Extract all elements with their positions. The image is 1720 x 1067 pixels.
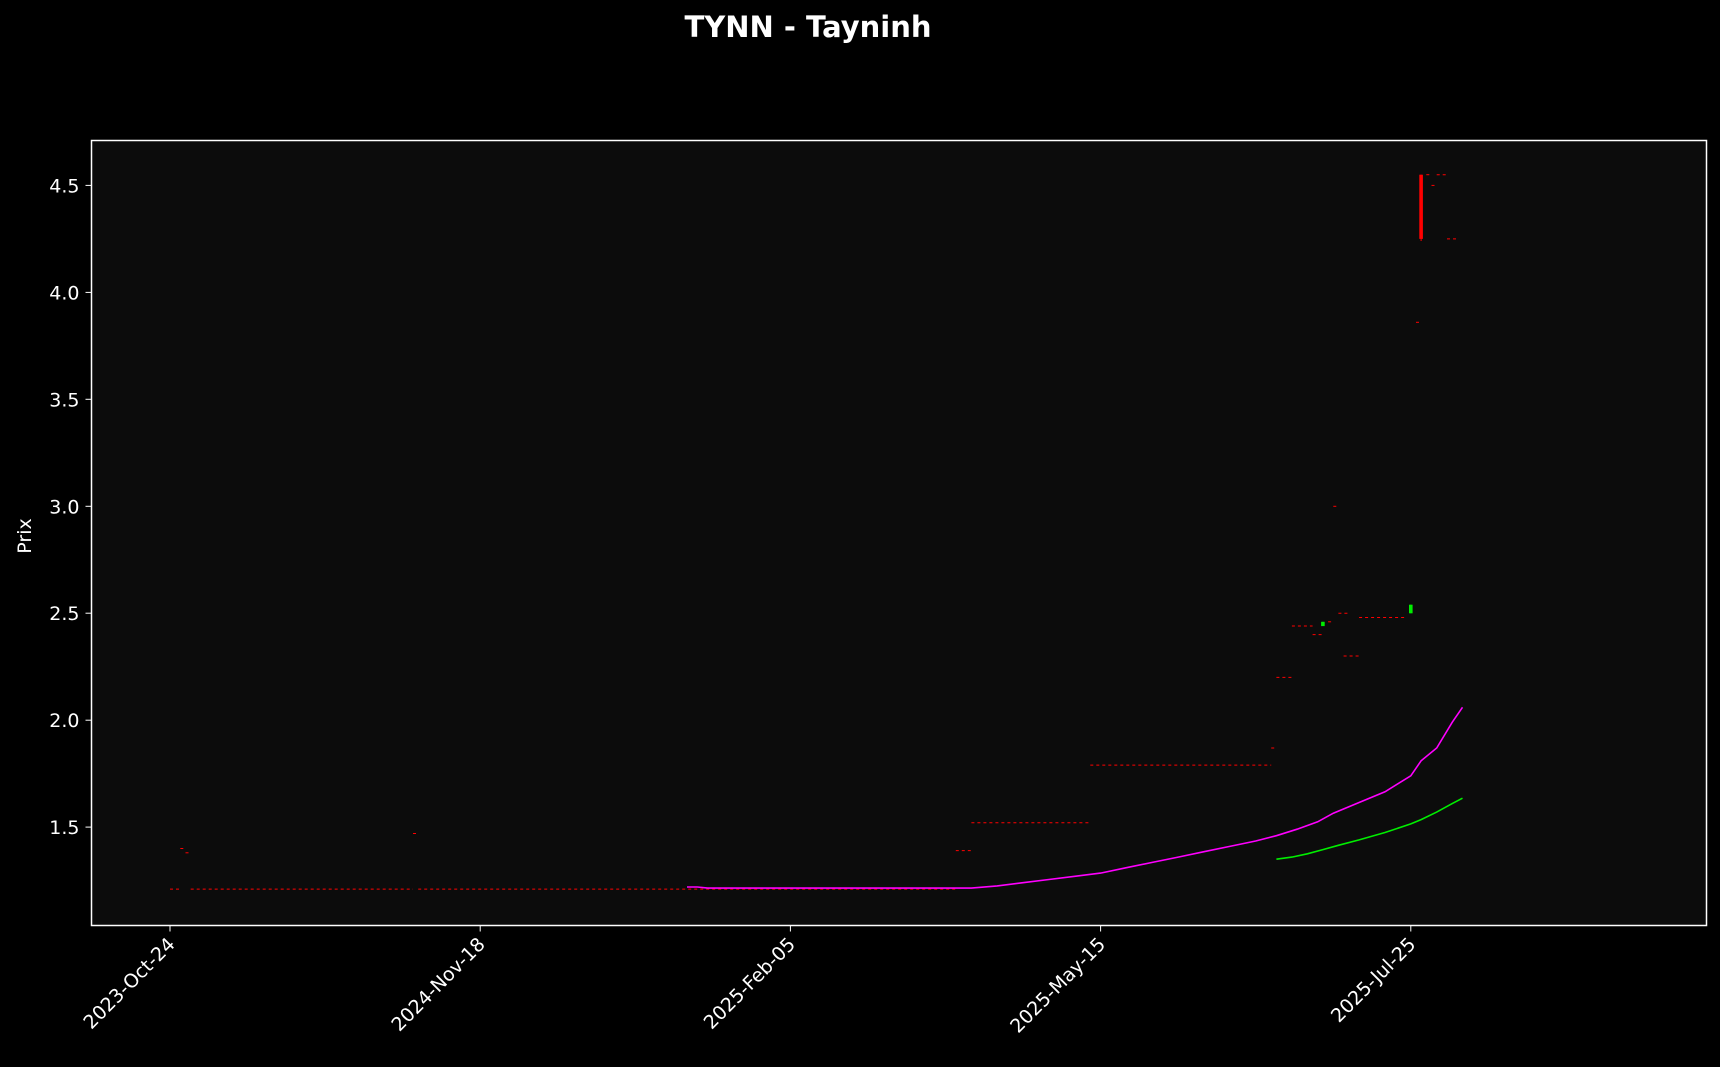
plot-frame — [90, 139, 1708, 927]
y-tick-label: 3.0 — [49, 496, 79, 518]
y-tick-label: 3.5 — [49, 389, 79, 411]
y-tick-label: 4.0 — [49, 282, 79, 304]
candle-body-1 — [1409, 604, 1413, 614]
moving-average-line-2 — [1276, 797, 1463, 860]
chart-title: TYNN - Tayninh — [684, 10, 931, 44]
chart-marks — [170, 174, 1464, 890]
y-tick-label: 2.0 — [49, 710, 79, 732]
plot-area — [91, 140, 1707, 926]
candle-body-2 — [1419, 174, 1423, 239]
y-tick-label: 2.5 — [49, 603, 79, 625]
y-axis-label: Prix — [14, 518, 36, 553]
moving-average-line-1 — [687, 706, 1464, 889]
candle-body-0 — [1321, 621, 1325, 627]
y-axis: 1.5 2.0 2.5 3.0 3.5 4.0 4.5 — [49, 175, 92, 839]
y-tick-label: 4.5 — [49, 175, 79, 197]
y-tick-label: 1.5 — [49, 817, 79, 839]
